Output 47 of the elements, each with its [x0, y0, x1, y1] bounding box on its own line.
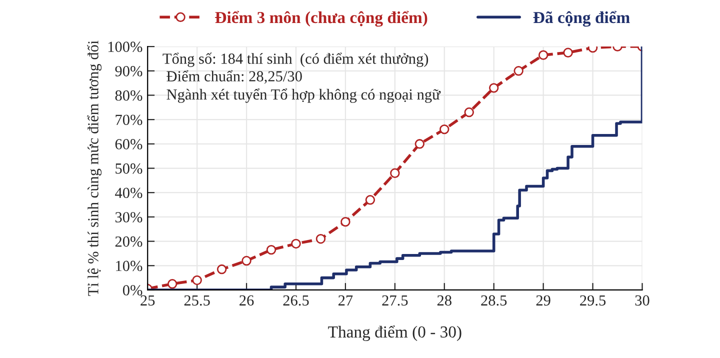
y-tick-label: 0%: [122, 285, 142, 296]
y-tick-label: 80%: [115, 90, 142, 101]
point: [340, 216, 350, 227]
point: [440, 124, 450, 134]
line-series: [148, 46, 642, 290]
point: [266, 244, 276, 255]
x-tick-label: 28: [437, 295, 452, 306]
x-tick-label: 25.5: [184, 295, 210, 306]
point: [563, 48, 573, 58]
y-tick-label: 70%: [116, 114, 142, 126]
point: [291, 238, 301, 249]
x-tick-label: 30: [635, 295, 650, 306]
point: [365, 195, 376, 205]
legend-label: Điểm 3 môn (chưa cộng điểm): [215, 10, 428, 27]
y-tick-label: 30%: [115, 212, 142, 222]
point: [464, 107, 474, 118]
point: [390, 168, 400, 178]
y-tick-label: 10%: [116, 260, 142, 272]
point: [192, 275, 202, 286]
point: [316, 234, 326, 244]
x-tick-label: 27.5: [382, 295, 408, 306]
point: [488, 83, 499, 93]
x-axis-title: Thang điểm (0 - 30): [328, 325, 462, 342]
annotation: Điểm chuẩn: 28,25/30: [166, 70, 302, 84]
annotation: Tổng số: 184 thí sinh (có điểm xét thưởng): [162, 52, 428, 67]
x-tick-label: 26: [240, 295, 254, 306]
y-tick-label: 60%: [115, 139, 142, 150]
x-tick-label: 28.5: [481, 295, 507, 306]
x-tick-label: 27: [338, 295, 353, 306]
y-tick-label: 20%: [115, 236, 142, 247]
y-axis-title: Tỉ lệ % thí sinh cùng mức điểm tương đối: [87, 40, 102, 296]
point: [414, 139, 425, 149]
y-tick-label: 40%: [115, 188, 142, 198]
point: [538, 50, 548, 60]
x-tick-label: 25: [140, 295, 155, 306]
y-tick-label: 50%: [116, 163, 142, 174]
point: [242, 256, 252, 266]
point: [216, 264, 227, 274]
annotation: Ngành xét tuyển Tổ hợp không có ngoại ngữ: [166, 88, 441, 103]
x-tick-label: 29: [536, 295, 550, 306]
x-tick-label: 26.5: [283, 295, 309, 306]
y-tick-label: 90%: [115, 66, 142, 76]
x-tick-label: 29.5: [580, 295, 606, 306]
y-tick-label: 100%: [108, 42, 142, 52]
point: [514, 66, 524, 76]
legend-label: Đã cộng điểm: [533, 10, 630, 27]
point: [167, 279, 178, 289]
